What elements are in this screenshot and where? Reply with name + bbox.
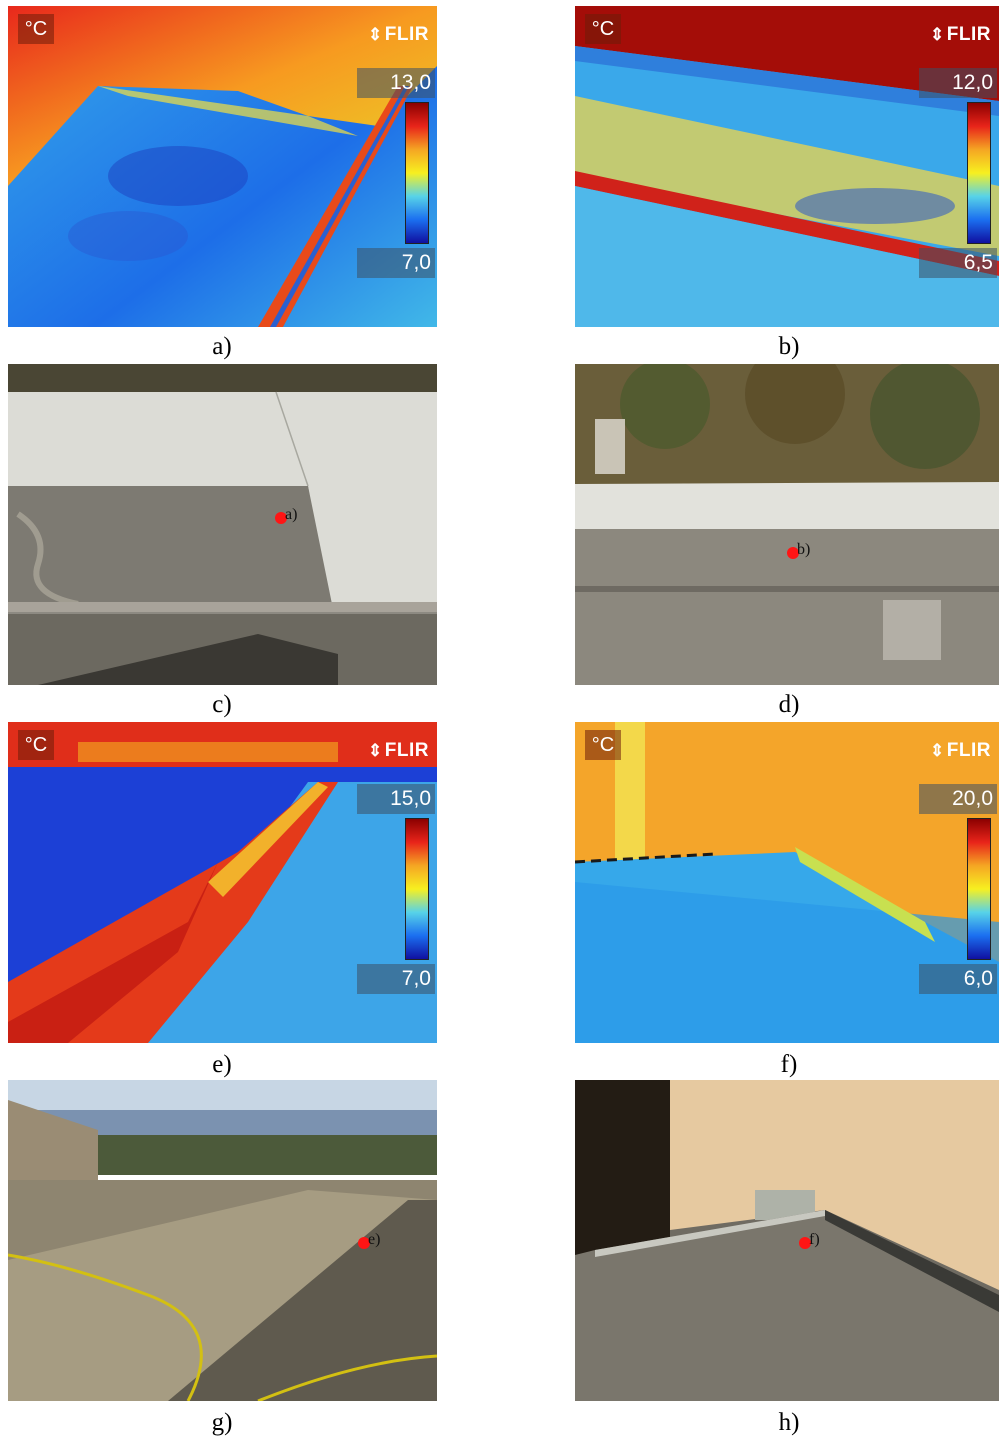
scale-min-value: 6,0 xyxy=(919,964,997,994)
scale-min-value: 7,0 xyxy=(357,964,435,994)
thermal-image-b-graphic xyxy=(575,6,999,327)
unit-label: °C xyxy=(18,730,54,760)
marker-dot xyxy=(799,1237,811,1249)
color-scale-bar xyxy=(967,102,991,244)
photo-g-graphic xyxy=(8,1080,437,1401)
marker-dot xyxy=(358,1237,370,1249)
thermal-image-a-graphic xyxy=(8,6,437,327)
photo-c-graphic xyxy=(8,364,437,685)
unit-label: °C xyxy=(585,14,621,44)
flir-logo: ⇕ FLIR xyxy=(368,24,429,46)
scale-max-value: 13,0 xyxy=(357,68,435,98)
flir-logo: ⇕ FLIR xyxy=(930,24,991,46)
thermal-image-e-graphic xyxy=(8,722,437,1043)
thermal-image-e: °C ⇕ FLIR 15,0 7,0 xyxy=(8,722,437,1043)
photo-d: b) xyxy=(575,364,999,685)
flir-mark-icon: ⇕ xyxy=(930,25,945,44)
caption-a: a) xyxy=(212,333,232,360)
caption-f: f) xyxy=(780,1051,798,1078)
flir-mark-icon: ⇕ xyxy=(930,741,945,760)
scale-min-value: 6,5 xyxy=(919,248,997,278)
marker-label: a) xyxy=(285,506,298,523)
flir-logo: ⇕ FLIR xyxy=(368,740,429,762)
color-scale-bar xyxy=(405,102,429,244)
flir-brand-text: FLIR xyxy=(946,24,991,45)
color-scale-bar xyxy=(405,818,429,960)
marker-label: e) xyxy=(368,1231,381,1248)
flir-mark-icon: ⇕ xyxy=(368,25,383,44)
thermal-image-f: °C ⇕ FLIR 20,0 6,0 xyxy=(575,722,999,1043)
color-scale-bar xyxy=(967,818,991,960)
flir-brand-text: FLIR xyxy=(384,24,429,45)
scale-min-value: 7,0 xyxy=(357,248,435,278)
flir-brand-text: FLIR xyxy=(946,740,991,761)
photo-h: f) xyxy=(575,1080,999,1401)
photo-h-graphic xyxy=(575,1080,999,1401)
scale-max-value: 12,0 xyxy=(919,68,997,98)
thermal-image-b: °C ⇕ FLIR 12,0 6,5 xyxy=(575,6,999,327)
caption-h: h) xyxy=(778,1409,800,1436)
scale-max-value: 20,0 xyxy=(919,784,997,814)
scale-max-value: 15,0 xyxy=(357,784,435,814)
marker-dot xyxy=(275,512,287,524)
caption-b: b) xyxy=(778,333,800,360)
caption-g: g) xyxy=(211,1409,233,1436)
caption-c: c) xyxy=(212,691,232,718)
flir-mark-icon: ⇕ xyxy=(368,741,383,760)
photo-d-graphic xyxy=(575,364,999,685)
unit-label: °C xyxy=(18,14,54,44)
thermal-image-f-graphic xyxy=(575,722,999,1043)
marker-label: b) xyxy=(797,541,811,558)
photo-g: e) xyxy=(8,1080,437,1401)
flir-logo: ⇕ FLIR xyxy=(930,740,991,762)
caption-e: e) xyxy=(212,1051,232,1078)
thermal-image-a: °C ⇕ FLIR 13,0 7,0 xyxy=(8,6,437,327)
marker-label: f) xyxy=(809,1231,820,1248)
flir-brand-text: FLIR xyxy=(384,740,429,761)
unit-label: °C xyxy=(585,730,621,760)
marker-dot xyxy=(787,547,799,559)
caption-d: d) xyxy=(778,691,800,718)
photo-c: a) xyxy=(8,364,437,685)
